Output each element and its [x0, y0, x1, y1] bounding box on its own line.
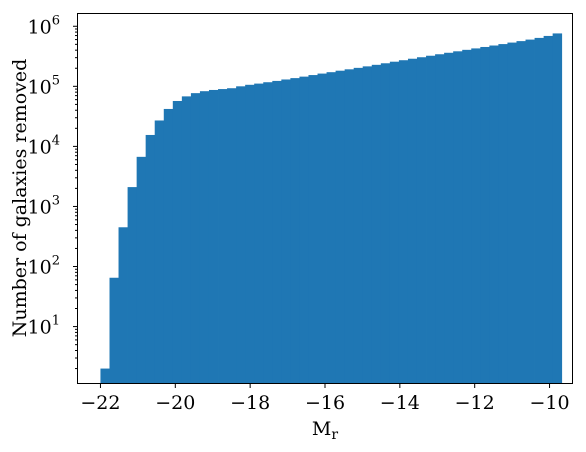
- histogram-bar: [525, 39, 535, 384]
- x-tick-label: −14: [380, 392, 420, 414]
- histogram-bar: [516, 41, 526, 384]
- histogram-bar: [308, 75, 318, 383]
- histogram-bar: [100, 368, 110, 383]
- histogram-bar: [272, 80, 282, 384]
- histogram-bar: [190, 93, 201, 383]
- x-tick-label: −10: [529, 392, 569, 414]
- y-tick-base: 10: [28, 136, 52, 158]
- histogram-bar: [462, 49, 472, 384]
- y-tick-label: 101: [28, 314, 60, 339]
- x-tick-label: −18: [230, 392, 270, 414]
- y-tick-exponent: 2: [52, 254, 60, 269]
- y-tick-base: 10: [28, 76, 52, 98]
- histogram-bar: [218, 89, 228, 383]
- histogram-bar: [552, 33, 563, 384]
- histogram-bar: [254, 83, 264, 383]
- x-tick-label: −20: [155, 392, 195, 414]
- histogram-bar: [444, 52, 454, 384]
- histogram-bar: [136, 156, 147, 383]
- histogram-bar: [543, 35, 554, 383]
- histogram-bar: [353, 67, 364, 384]
- histogram-bar: [290, 78, 300, 384]
- histogram-bar: [498, 44, 508, 383]
- y-tick-exponent: 3: [52, 193, 60, 208]
- histogram-bar: [154, 120, 165, 383]
- x-tick-label: −16: [305, 392, 345, 414]
- histogram-bar: [407, 58, 418, 383]
- histogram-bar: [109, 277, 119, 383]
- histogram-bar: [281, 79, 291, 383]
- y-tick-exponent: 6: [52, 13, 60, 28]
- histogram-bar: [480, 46, 490, 383]
- histogram-bar: [335, 70, 346, 383]
- histogram-bar: [389, 61, 400, 383]
- histogram-bar: [398, 60, 409, 383]
- histogram-bar: [118, 227, 128, 383]
- y-tick-label: 103: [28, 193, 60, 218]
- y-tick-label: 104: [28, 133, 60, 158]
- x-axis-label: Mr: [312, 418, 338, 443]
- y-axis-label: Number of galaxies removed: [9, 59, 31, 338]
- histogram-bar: [344, 69, 355, 383]
- histogram-bar: [507, 42, 517, 383]
- histogram-bar: [453, 51, 463, 384]
- y-tick-exponent: 4: [52, 133, 60, 148]
- histogram-bar: [245, 84, 255, 384]
- histogram-bar: [236, 86, 246, 383]
- y-tick-label: 106: [28, 13, 60, 38]
- histogram-bar: [416, 57, 427, 384]
- y-tick-base: 10: [28, 196, 52, 218]
- histogram-bar: [263, 82, 273, 383]
- histogram-bar: [181, 96, 192, 383]
- y-tick-label: 105: [28, 73, 60, 98]
- bars-group: [100, 33, 563, 384]
- x-tick-label: −12: [455, 392, 495, 414]
- y-tick-label: 102: [28, 254, 60, 279]
- histogram-bar: [326, 72, 337, 384]
- y-tick-base: 10: [28, 317, 52, 339]
- histogram-bar: [163, 108, 174, 383]
- x-tick-label: −22: [80, 392, 120, 414]
- histogram-bar: [362, 66, 373, 384]
- histogram-bar: [426, 55, 436, 384]
- histogram-bar: [534, 37, 545, 384]
- histogram-bar: [208, 89, 219, 384]
- histogram-bar: [145, 134, 156, 383]
- y-tick-base: 10: [28, 257, 52, 279]
- y-tick-exponent: 1: [52, 314, 60, 329]
- histogram-bar: [127, 187, 138, 383]
- y-tick-base: 10: [28, 16, 52, 38]
- histogram-bar: [227, 88, 237, 383]
- histogram-bar: [317, 73, 327, 383]
- histogram-bar: [371, 64, 382, 383]
- histogram-bar: [471, 48, 481, 384]
- histogram-bar: [435, 54, 445, 383]
- histogram-bar: [299, 76, 309, 383]
- histogram-bar: [199, 91, 210, 383]
- y-tick-exponent: 5: [52, 73, 60, 88]
- x-axis-ticks: −22 −20 −18 −16 −14 −12 −10: [80, 383, 570, 414]
- histogram-bar: [172, 100, 183, 384]
- histogram-bar: [380, 63, 391, 384]
- histogram-bar: [489, 45, 499, 384]
